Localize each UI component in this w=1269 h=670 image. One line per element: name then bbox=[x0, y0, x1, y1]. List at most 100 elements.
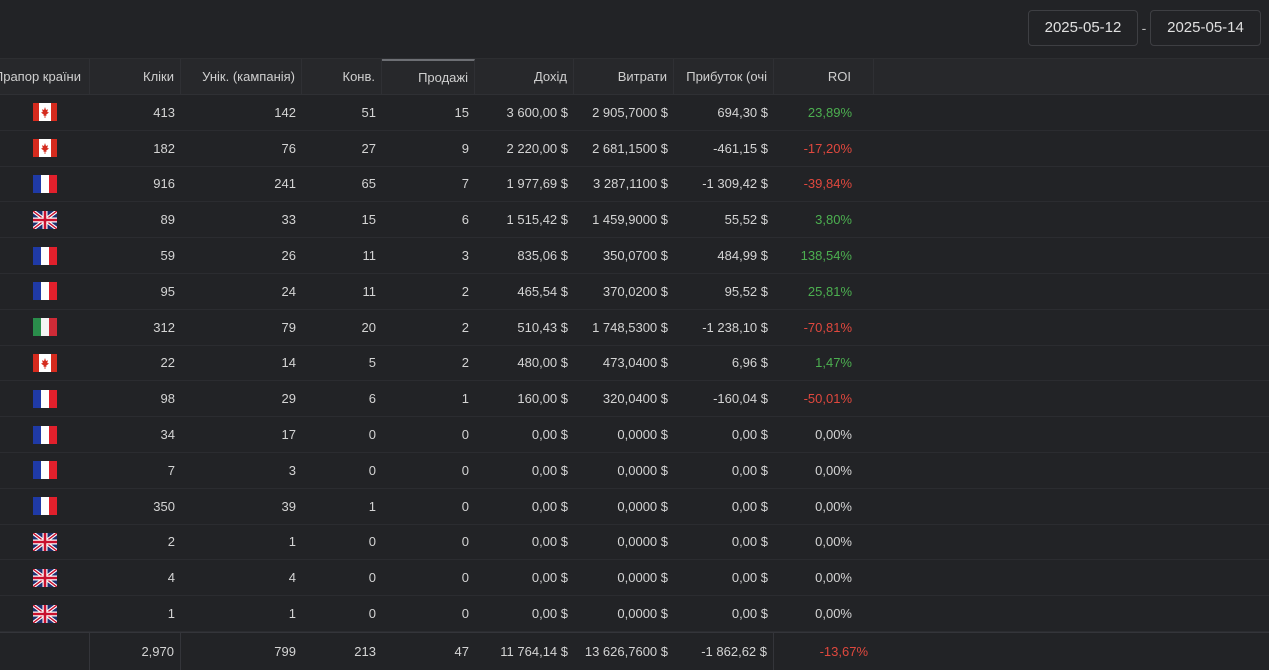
cell-conversions: 51 bbox=[361, 104, 376, 120]
table-row[interactable]: 182 76 27 9 2 220,00 $ 2 681,1500 $ -461,15 $ -… bbox=[0, 131, 1269, 167]
cell-income: 0,00 $ bbox=[531, 498, 568, 514]
cell-conversions: 0 bbox=[368, 462, 376, 478]
cell-profit: 0,00 $ bbox=[731, 498, 768, 514]
cell-clicks: 312 bbox=[153, 319, 175, 335]
cell-clicks: 1 bbox=[167, 606, 175, 622]
table-row[interactable]: 4 4 0 0 0,00 $ 0,0000 $ 0,00 $ 0,00% bbox=[0, 560, 1269, 597]
cell-clicks: 4 bbox=[167, 570, 175, 586]
table-row[interactable]: 350 39 1 0 0,00 $ 0,0000 $ 0,00 $ 0,00% bbox=[0, 489, 1269, 525]
flag-cell bbox=[0, 274, 90, 309]
cell-cost: 370,0200 $ bbox=[602, 283, 668, 299]
cell-unique: 79 bbox=[281, 319, 296, 335]
cell-cost: 0,0000 $ bbox=[617, 427, 668, 443]
date-from-input[interactable]: 2025-05-12 bbox=[1028, 10, 1138, 46]
cell-sales: 0 bbox=[461, 462, 469, 478]
cell-conversions: 11 bbox=[362, 248, 377, 264]
cell-sales: 2 bbox=[461, 355, 469, 371]
flag-cell bbox=[0, 453, 90, 488]
table-row[interactable]: 89 33 15 6 1 515,42 $ 1 459,9000 $ 55,52 $ 3,80… bbox=[0, 202, 1269, 239]
flag-cell bbox=[0, 417, 90, 452]
table-row[interactable]: 95 24 11 2 465,54 $ 370,0200 $ 95,52 $ 25,81% bbox=[0, 274, 1269, 310]
column-header-income[interactable]: Дохід bbox=[475, 59, 574, 94]
flag-cell bbox=[0, 381, 90, 416]
column-header-unique[interactable]: Унік. (кампанія) bbox=[181, 59, 302, 94]
france-flag-icon bbox=[33, 174, 57, 193]
cell-roi: 1,47% bbox=[815, 355, 852, 371]
table-row[interactable]: 312 79 20 2 510,43 $ 1 748,5300 $ -1 238,10 $ -… bbox=[0, 310, 1269, 346]
cell-roi: -39,84% bbox=[803, 176, 852, 192]
totals-sales: 47 bbox=[454, 643, 469, 659]
cell-income: 0,00 $ bbox=[531, 427, 568, 443]
table-row[interactable]: 2 1 0 0 0,00 $ 0,0000 $ 0,00 $ 0,00% bbox=[0, 525, 1269, 561]
cell-cost: 0,0000 $ bbox=[617, 498, 668, 514]
flag-cell bbox=[0, 560, 90, 595]
cell-sales: 3 bbox=[461, 248, 469, 264]
cell-income: 1 977,69 $ bbox=[506, 176, 568, 192]
table-row[interactable]: 916 241 65 7 1 977,69 $ 3 287,1100 $ -1 309,42… bbox=[0, 167, 1269, 203]
cell-profit: -1 309,42 $ bbox=[702, 176, 768, 192]
table-row[interactable]: 413 142 51 15 3 600,00 $ 2 905,7000 $ 694,30 $… bbox=[0, 95, 1269, 131]
cell-cost: 320,0400 $ bbox=[602, 391, 668, 407]
cell-income: 835,06 $ bbox=[517, 248, 568, 264]
cell-roi: 23,89% bbox=[807, 104, 852, 120]
cell-sales: 0 bbox=[461, 534, 469, 550]
totals-roi: -13,67% bbox=[819, 643, 868, 659]
column-header-flag[interactable]: Прапор країни bbox=[0, 59, 90, 94]
table-row[interactable]: 1 1 0 0 0,00 $ 0,0000 $ 0,00 $ 0,00% bbox=[0, 596, 1269, 632]
column-header-roi[interactable]: ROI bbox=[774, 59, 874, 94]
flag-cell bbox=[0, 596, 90, 631]
cell-conversions: 0 bbox=[368, 570, 376, 586]
column-header-clicks[interactable]: Кліки bbox=[90, 59, 181, 94]
cell-profit: 0,00 $ bbox=[731, 462, 768, 478]
column-header-filler bbox=[874, 59, 1269, 94]
cell-cost: 350,0700 $ bbox=[602, 248, 668, 264]
column-header-sales[interactable]: Продажі bbox=[382, 59, 475, 94]
date-to-input[interactable]: 2025-05-14 bbox=[1150, 10, 1261, 46]
row-filler bbox=[874, 346, 1269, 381]
totals-cost: 13 626,7600 $ bbox=[584, 643, 668, 659]
cell-unique: 241 bbox=[274, 176, 296, 192]
row-filler bbox=[874, 238, 1269, 273]
table-row[interactable]: 22 14 5 2 480,00 $ 473,0400 $ 6,96 $ 1,47% bbox=[0, 346, 1269, 382]
date-range-picker: 2025-05-12 - 2025-05-14 bbox=[1028, 10, 1261, 46]
row-filler bbox=[874, 489, 1269, 524]
cell-sales: 2 bbox=[461, 319, 469, 335]
cell-sales: 0 bbox=[461, 498, 469, 514]
cell-conversions: 5 bbox=[368, 355, 376, 371]
cell-sales: 1 bbox=[461, 391, 469, 407]
cell-clicks: 98 bbox=[160, 391, 175, 407]
row-filler bbox=[874, 453, 1269, 488]
cell-conversions: 6 bbox=[368, 391, 376, 407]
france-flag-icon bbox=[33, 282, 57, 301]
cell-cost: 1 748,5300 $ bbox=[592, 319, 668, 335]
cell-cost: 473,0400 $ bbox=[602, 355, 668, 371]
cell-cost: 0,0000 $ bbox=[617, 606, 668, 622]
column-header-conversions[interactable]: Конв. bbox=[302, 59, 382, 94]
cell-sales: 9 bbox=[461, 140, 469, 156]
table-body: 413 142 51 15 3 600,00 $2 905,7000 $694,30 $… bbox=[0, 95, 1269, 632]
column-header-profit[interactable]: Прибуток (очі bbox=[674, 59, 774, 94]
row-filler bbox=[874, 95, 1269, 130]
cell-sales: 2 bbox=[461, 283, 469, 299]
table-row[interactable]: 59 26 11 3 835,06 $ 350,0700 $ 484,99 $ 138,54% bbox=[0, 238, 1269, 274]
cell-cost: 2 681,1500 $ bbox=[592, 140, 668, 156]
cell-conversions: 0 bbox=[368, 427, 376, 443]
cell-clicks: 95 bbox=[160, 283, 175, 299]
cell-unique: 39 bbox=[281, 498, 296, 514]
table-row[interactable]: 7 3 0 0 0,00 $ 0,0000 $ 0,00 $ 0,00% bbox=[0, 453, 1269, 489]
table-row[interactable]: 98 29 6 1 160,00 $ 320,0400 $ -160,04 $ -50,01% bbox=[0, 381, 1269, 418]
canada-flag-icon bbox=[33, 103, 57, 122]
canada-flag-icon bbox=[33, 139, 57, 158]
row-filler bbox=[874, 381, 1269, 416]
table-row[interactable]: 34 17 0 0 0,00 $ 0,0000 $ 0,00 $ 0,00% bbox=[0, 417, 1269, 453]
cell-unique: 142 bbox=[274, 104, 296, 120]
column-header-cost[interactable]: Витрати bbox=[574, 59, 674, 94]
totals-flag-cell bbox=[0, 632, 90, 670]
cell-roi: 3,80% bbox=[815, 212, 852, 228]
row-filler bbox=[874, 310, 1269, 345]
row-filler bbox=[874, 202, 1269, 237]
cell-conversions: 0 bbox=[368, 606, 376, 622]
uk-flag-icon bbox=[33, 532, 57, 551]
flag-cell bbox=[0, 489, 90, 524]
totals-profit: -1 862,62 $ bbox=[674, 632, 774, 670]
